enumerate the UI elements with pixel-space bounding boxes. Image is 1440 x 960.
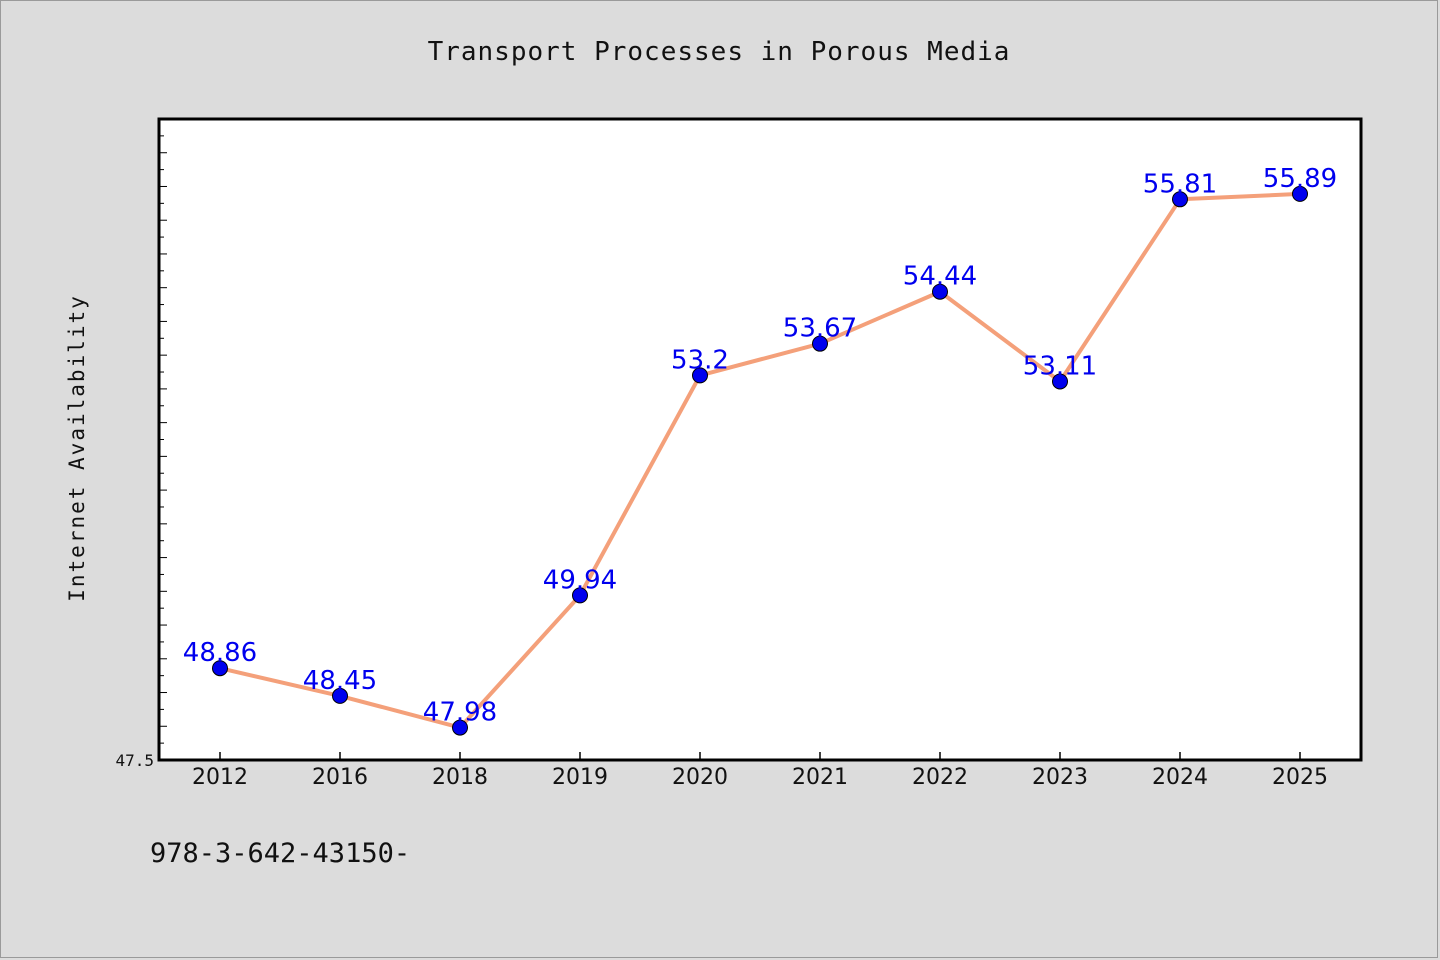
data-label: 47.98 bbox=[423, 698, 497, 728]
data-point bbox=[452, 719, 468, 736]
chart-title: Transport Processes in Porous Media bbox=[428, 37, 1011, 67]
y-axis-ticks: 47.5 bbox=[115, 751, 154, 770]
x-tick-label: 2020 bbox=[672, 765, 728, 790]
x-tick-label: 2021 bbox=[792, 765, 848, 790]
x-tick-label: 2022 bbox=[912, 765, 968, 790]
y-axis-label: Internet Availability bbox=[65, 294, 89, 602]
data-labels: 48.86 48.45 47.98 49.94 53.2 53.67 54.44 53.11 5… bbox=[183, 164, 1337, 728]
data-point bbox=[572, 587, 588, 604]
plot-area bbox=[157, 117, 1363, 762]
data-markers bbox=[212, 185, 1308, 736]
data-point bbox=[692, 367, 708, 384]
data-point bbox=[1052, 373, 1068, 390]
x-tick-label: 2012 bbox=[192, 765, 248, 790]
data-label: 53.11 bbox=[1023, 351, 1097, 381]
x-tick-label: 2019 bbox=[552, 765, 608, 790]
x-tick-label: 2023 bbox=[1032, 765, 1088, 790]
data-point bbox=[212, 660, 228, 677]
y-tick-label: 47.5 bbox=[115, 751, 154, 770]
data-label: 54.44 bbox=[903, 262, 977, 292]
data-point bbox=[1172, 191, 1188, 208]
x-tick-label: 2018 bbox=[432, 765, 488, 790]
footnote-isbn: 978-3-642-43150- bbox=[150, 838, 410, 869]
x-tick-label: 2016 bbox=[312, 765, 368, 790]
data-label: 53.67 bbox=[783, 314, 857, 344]
data-point bbox=[1292, 185, 1308, 202]
data-label: 55.89 bbox=[1263, 164, 1337, 194]
x-axis-ticks: 2012 2016 2018 2019 2020 2021 2022 2023 2024 2025 bbox=[192, 752, 1328, 790]
data-point bbox=[812, 335, 828, 352]
y-axis-minor-ticks bbox=[159, 135, 167, 744]
data-label: 55.81 bbox=[1143, 169, 1217, 199]
data-label: 49.94 bbox=[543, 565, 617, 595]
data-label: 53.2 bbox=[671, 345, 729, 375]
x-tick-label: 2024 bbox=[1152, 765, 1208, 790]
data-label: 48.45 bbox=[303, 666, 377, 696]
series-line bbox=[219, 191, 1301, 730]
x-tick-label: 2025 bbox=[1272, 765, 1328, 790]
data-point bbox=[332, 687, 348, 704]
data-label: 48.86 bbox=[183, 638, 257, 668]
data-point bbox=[932, 283, 948, 300]
